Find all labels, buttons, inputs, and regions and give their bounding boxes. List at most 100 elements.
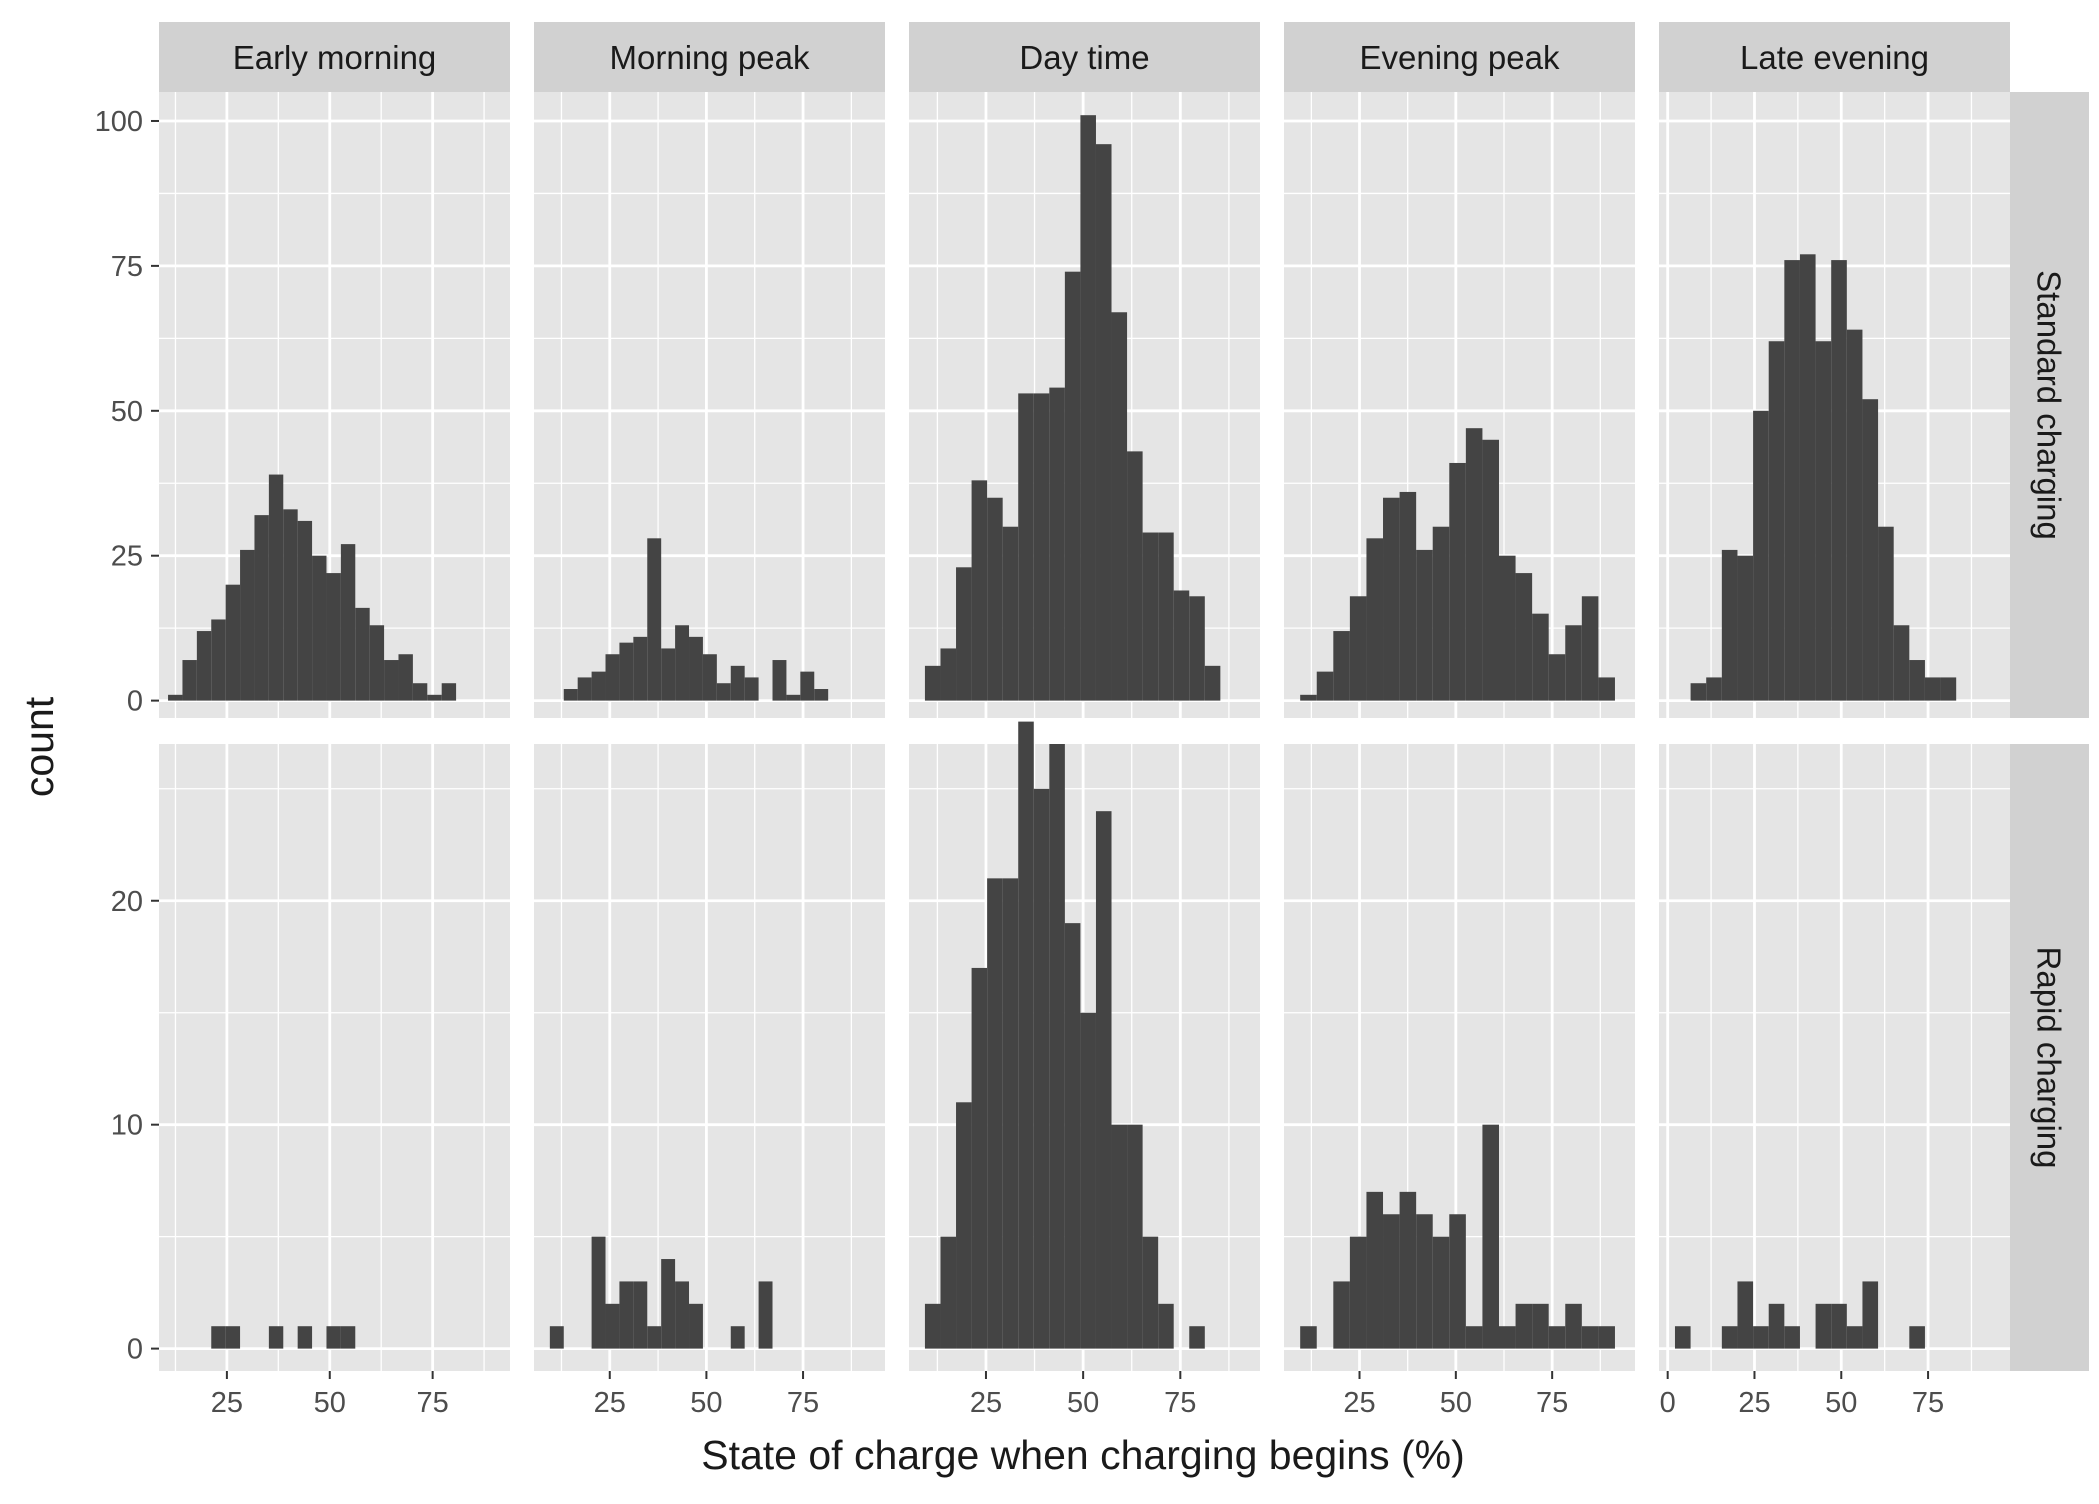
histogram-bar bbox=[355, 607, 370, 701]
panel-rapid-charging-morning-peak bbox=[534, 744, 885, 1371]
histogram-bar bbox=[1399, 1191, 1417, 1349]
histogram-bar bbox=[940, 648, 957, 701]
histogram-bar bbox=[647, 1326, 662, 1349]
histogram-bar bbox=[1142, 1236, 1159, 1349]
histogram-bar bbox=[730, 1326, 745, 1349]
histogram-bar bbox=[1204, 665, 1221, 701]
histogram-bar bbox=[1862, 1281, 1879, 1349]
panel-bg-rapid-charging-early-morning bbox=[159, 744, 510, 1371]
strip-bg-day-time bbox=[909, 22, 1260, 92]
histogram-bar bbox=[398, 654, 413, 701]
histogram-bar bbox=[1815, 341, 1832, 701]
histogram-bar bbox=[971, 480, 988, 701]
panel-bg-standard-charging-morning-peak bbox=[534, 92, 885, 718]
x-tick-label: 75 bbox=[1164, 1387, 1196, 1419]
histogram-bar bbox=[1862, 399, 1879, 701]
histogram-bar bbox=[1548, 654, 1566, 701]
histogram-bar bbox=[730, 665, 745, 701]
histogram-bar bbox=[1158, 532, 1174, 701]
histogram-bar bbox=[1565, 1303, 1582, 1349]
histogram-bar bbox=[182, 660, 197, 701]
histogram-bar bbox=[956, 567, 972, 701]
y-tick-label: 10 bbox=[111, 1110, 143, 1142]
histogram-bar bbox=[1548, 1326, 1566, 1349]
histogram-bar bbox=[647, 538, 662, 701]
histogram-bar bbox=[1316, 671, 1334, 701]
histogram-bar bbox=[1142, 532, 1159, 701]
histogram-bar bbox=[605, 1303, 620, 1349]
histogram-bar bbox=[369, 625, 385, 701]
histogram-bar bbox=[716, 683, 731, 701]
histogram-bar bbox=[633, 636, 648, 701]
histogram-bar bbox=[326, 1326, 341, 1349]
strips-layer: Early morning Morning peak Day time Evening… bbox=[159, 22, 2089, 1371]
histogram-bar bbox=[1049, 744, 1065, 1349]
x-tick-label: 50 bbox=[1440, 1387, 1472, 1419]
histogram-bar bbox=[1465, 1326, 1483, 1349]
histogram-bar bbox=[772, 660, 787, 701]
histogram-bar bbox=[675, 1281, 690, 1349]
histogram-bar bbox=[1432, 1236, 1450, 1349]
histogram-bar bbox=[1909, 660, 1925, 701]
panel-standard-charging-evening-peak bbox=[1284, 92, 1635, 718]
strip-label-rapid-charging: Rapid charging bbox=[2031, 947, 2068, 1169]
y-tick-label: 0 bbox=[127, 1334, 143, 1366]
histogram-bar bbox=[689, 636, 703, 701]
histogram-bar bbox=[661, 648, 676, 701]
histogram-bar bbox=[1018, 393, 1034, 701]
histogram-bar bbox=[268, 474, 284, 701]
histogram-bar bbox=[591, 1236, 606, 1349]
histogram-bar bbox=[1753, 410, 1769, 701]
histogram-bar bbox=[1383, 1214, 1400, 1349]
histogram-bar bbox=[1033, 788, 1050, 1349]
histogram-bar bbox=[987, 878, 1003, 1349]
histogram-bar bbox=[326, 573, 341, 701]
histogram-bar bbox=[1815, 1303, 1832, 1349]
histogram-bar bbox=[254, 515, 269, 701]
strip-label-day-time: Day time bbox=[1019, 39, 1149, 76]
strip-bg-late-evening bbox=[1659, 22, 2010, 92]
histogram-bar bbox=[619, 1281, 634, 1349]
x-tick-label: 50 bbox=[1067, 1387, 1099, 1419]
histogram-bar bbox=[1768, 341, 1785, 701]
histogram-bar bbox=[1690, 683, 1707, 701]
histogram-bar bbox=[211, 1326, 226, 1349]
histogram-bar bbox=[577, 677, 592, 701]
strip-label-late-evening: Late evening bbox=[1740, 39, 1929, 76]
strip-label-evening-peak: Evening peak bbox=[1360, 39, 1560, 76]
y-axis-title: count bbox=[16, 696, 62, 797]
histogram-bar bbox=[1432, 526, 1450, 701]
histogram-bar bbox=[441, 683, 457, 701]
histogram-bar bbox=[1706, 677, 1722, 701]
histogram-bar bbox=[1158, 1303, 1174, 1349]
histogram-bar bbox=[786, 694, 801, 701]
histogram-bar bbox=[987, 497, 1003, 701]
histogram-bar bbox=[340, 1326, 356, 1349]
histogram-bar bbox=[1465, 428, 1483, 701]
histogram-bar bbox=[1080, 115, 1096, 701]
histogram-bar bbox=[956, 1102, 972, 1349]
panel-standard-charging-morning-peak bbox=[534, 92, 885, 718]
histogram-bar bbox=[924, 665, 941, 701]
histogram-bar bbox=[1383, 497, 1400, 701]
histogram-bar bbox=[1515, 573, 1533, 701]
histogram-bar bbox=[1674, 1326, 1691, 1349]
axes-layer: 0 25 50 75 100 25 50 75 0 10 20 25 50 75 25 50 75 25 50 75 0… bbox=[95, 106, 1945, 1419]
histogram-bar bbox=[268, 1326, 284, 1349]
histogram-bar bbox=[689, 1303, 703, 1349]
histogram-bar bbox=[1002, 878, 1019, 1349]
histogram-bar bbox=[940, 1236, 957, 1349]
histogram-bar bbox=[1333, 631, 1350, 701]
x-tick-label: 0 bbox=[1660, 1387, 1676, 1419]
histogram-bar bbox=[1366, 538, 1384, 701]
histogram-bar bbox=[1416, 1214, 1433, 1349]
histogram-bar bbox=[1127, 451, 1143, 701]
panel-bg-rapid-charging-morning-peak bbox=[534, 744, 885, 1371]
histogram-bar bbox=[412, 683, 428, 701]
panel-standard-charging-day-time bbox=[909, 92, 1260, 718]
histogram-bar bbox=[1598, 677, 1615, 701]
x-tick-label: 75 bbox=[787, 1387, 819, 1419]
histogram-bar bbox=[1482, 439, 1499, 701]
